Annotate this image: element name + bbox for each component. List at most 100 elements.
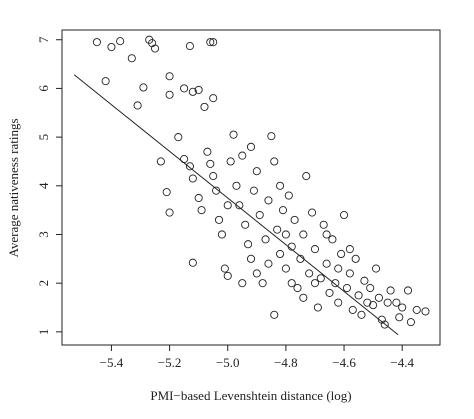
point (116, 37, 125, 46)
point (206, 159, 215, 168)
y-tick-label: 6 (36, 85, 51, 92)
point (194, 85, 203, 94)
point (276, 249, 285, 259)
point (150, 44, 160, 53)
point (369, 301, 378, 310)
point (281, 264, 290, 273)
point (188, 258, 197, 267)
point (165, 72, 174, 81)
point (258, 279, 267, 288)
point (188, 174, 197, 183)
point (101, 77, 110, 86)
point (249, 186, 258, 195)
point (386, 286, 395, 295)
point (246, 142, 256, 151)
point (267, 132, 276, 141)
y-axis-label: Average nativeness ratings (6, 118, 21, 257)
point (334, 264, 343, 273)
point (302, 172, 311, 181)
point (185, 42, 194, 51)
point (351, 254, 360, 263)
point (194, 193, 203, 203)
point (360, 276, 369, 285)
point (197, 206, 206, 215)
point (310, 279, 320, 288)
point (310, 245, 320, 254)
point (264, 196, 273, 205)
point (377, 315, 386, 324)
point (238, 151, 247, 160)
point (92, 38, 101, 47)
point (174, 133, 183, 142)
point (316, 274, 325, 283)
point (345, 245, 354, 254)
point (206, 38, 215, 47)
point (220, 264, 229, 273)
point (363, 298, 372, 307)
point (412, 305, 421, 314)
point (209, 94, 218, 103)
x-tick-label: −5.4 (100, 355, 124, 370)
x-tick-label: −4.4 (390, 355, 414, 370)
point (185, 162, 194, 171)
y-tick-label: 4 (36, 182, 51, 189)
y-tick-label: 7 (36, 36, 51, 43)
point (235, 201, 244, 210)
point (264, 259, 273, 268)
point (238, 279, 247, 288)
point (290, 215, 299, 224)
y-tick-label: 2 (36, 280, 51, 287)
point (133, 101, 142, 110)
point (107, 42, 116, 52)
point (331, 279, 340, 288)
point (200, 102, 209, 111)
point (284, 191, 293, 200)
point (156, 157, 165, 166)
point (139, 83, 148, 92)
point (299, 230, 308, 239)
point (380, 320, 389, 329)
x-tick-label: −5.0 (216, 355, 240, 370)
point (278, 206, 288, 215)
point (212, 186, 221, 195)
point (255, 210, 264, 220)
trend-line (73, 74, 399, 336)
point (273, 225, 282, 234)
point (322, 259, 331, 268)
point (244, 240, 253, 249)
point (165, 90, 174, 99)
point (252, 269, 261, 278)
point (162, 188, 171, 197)
point (226, 157, 235, 166)
point (252, 167, 261, 176)
point (270, 310, 279, 319)
point (383, 298, 392, 307)
y-tick-label: 5 (36, 134, 51, 141)
point (308, 208, 317, 217)
point (337, 249, 346, 259)
x-tick-label: −4.8 (274, 355, 298, 370)
point (406, 318, 415, 327)
point (398, 303, 407, 312)
point (319, 220, 328, 229)
point (223, 271, 232, 280)
point (214, 215, 224, 224)
point (345, 269, 354, 278)
point (180, 84, 189, 93)
point (287, 279, 296, 288)
point (209, 172, 218, 181)
point (313, 303, 322, 312)
plot-frame (61, 29, 441, 346)
point (392, 298, 401, 307)
point (127, 54, 136, 63)
point (241, 220, 250, 229)
point (305, 269, 314, 278)
point (357, 310, 366, 319)
point (246, 254, 256, 263)
x-axis-label: PMI−based Levenshtein distance (log) (150, 388, 351, 403)
point (395, 313, 404, 322)
point (374, 293, 383, 302)
point (342, 283, 352, 293)
point (232, 181, 241, 190)
